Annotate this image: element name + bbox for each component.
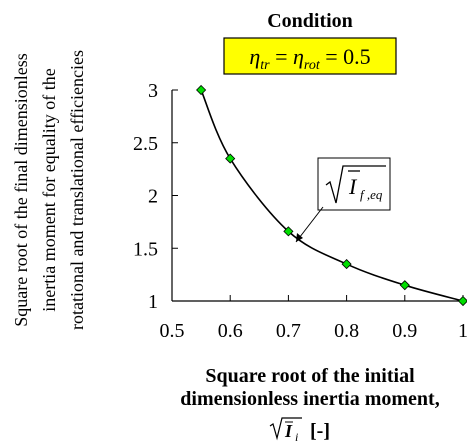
annotation-subscript: f ,eq xyxy=(360,187,383,202)
condition-sub-tr: tr xyxy=(260,58,270,73)
condition-equals-1: = xyxy=(270,44,293,69)
chart-title: Condition xyxy=(267,10,353,32)
condition-equation: ηtr = ηrot = 0.5 xyxy=(249,44,370,73)
condition-value: 0.5 xyxy=(343,44,371,69)
x-tick-label: 0.8 xyxy=(334,320,359,342)
y-tick-label: 1 xyxy=(148,291,158,313)
x-axis-unit: [-] xyxy=(310,420,330,442)
annotation-sqrt-sign xyxy=(325,165,386,204)
y-axis-label-line-2: inertia moment for equality of the xyxy=(39,68,59,311)
condition-box-background xyxy=(223,37,397,75)
y-tick-label: 2.5 xyxy=(133,133,158,155)
data-point xyxy=(196,84,207,96)
x-axis-symbol: I xyxy=(284,421,293,441)
data-point xyxy=(341,259,352,270)
y-axis-label-line-1: Square root of the final dimensionless xyxy=(11,53,31,326)
x-axis-label-line-2: dimensionless inertia moment, xyxy=(180,388,439,410)
x-axis-label-line-3: I i [-] xyxy=(269,417,330,443)
y-tick-label: 3 xyxy=(148,80,158,102)
condition-sub-rot: rot xyxy=(304,58,321,73)
x-axis-sqrt-sign xyxy=(269,417,302,441)
x-tick-label: 0.5 xyxy=(160,320,185,342)
data-point xyxy=(399,280,410,291)
data-point xyxy=(283,226,294,237)
condition-eta-tr: η xyxy=(249,44,260,69)
x-axis-symbol-subscript: i xyxy=(295,430,298,443)
x-tick-label: 0.9 xyxy=(392,320,417,342)
condition-box: ηtr = ηrot = 0.5 xyxy=(223,37,397,75)
y-tick-label: 2 xyxy=(148,186,158,208)
y-axis-label: Square root of the final dimensionless i… xyxy=(11,50,87,330)
annotation: I f ,eq xyxy=(295,157,391,243)
data-point xyxy=(225,153,236,164)
y-axis-label-line-3: rotational and translational efficiencie… xyxy=(67,50,87,330)
x-tick-label: 0.7 xyxy=(276,320,301,342)
y-tick-label: 1.5 xyxy=(133,238,158,260)
series-markers xyxy=(196,84,467,307)
annotation-symbol: I xyxy=(348,174,358,199)
x-tick-label: 1 xyxy=(458,320,467,342)
x-axis-label-line-1: Square root of the initial xyxy=(205,365,415,387)
annotation-arrowhead xyxy=(296,233,303,242)
x-tick-label: 0.6 xyxy=(218,320,243,342)
condition-eta-rot: η xyxy=(293,44,304,69)
data-point xyxy=(457,295,467,307)
tick-labels: 1 1.5 2 2.5 3 0.5 0.6 0.7 0.8 0.9 1 xyxy=(133,80,467,342)
condition-equals-2: = xyxy=(320,44,343,69)
